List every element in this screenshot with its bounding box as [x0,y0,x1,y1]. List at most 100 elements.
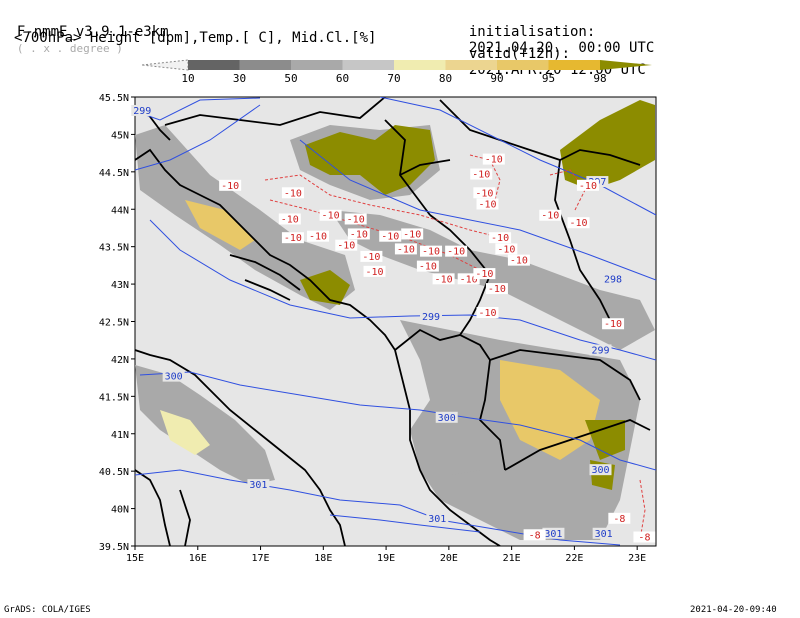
cloud-area [290,125,440,200]
temp-contour-value: -10 [365,267,383,278]
temp-contour-label: -10 [473,187,496,199]
height-contour-label: 299 [589,344,612,356]
cloud-area [590,460,615,490]
coastline-italy-heel [179,489,191,546]
colorbar-segment [497,60,549,70]
cloud-area [330,210,655,350]
temp-contour-label: -8 [633,531,656,544]
temp-contour-value: -10 [397,244,415,255]
height-contour [135,104,261,171]
temp-contour [264,174,511,241]
temp-contour-label: -10 [344,213,367,225]
label-background [507,254,530,266]
temp-contour-label: -10 [281,232,304,244]
coastline-layer [135,97,651,546]
temp-contour-value: -10 [221,181,239,192]
colorbar-tick-label: 70 [387,72,400,85]
temp-contour-label: -10 [360,250,383,263]
border-line [489,349,641,401]
coastline-istria [135,108,171,141]
height-contour [135,469,621,546]
cloud-area [135,125,355,310]
label-background [473,187,496,199]
height-contour-label: 299 [420,310,443,323]
label-background [589,464,612,476]
height-contour [299,139,656,281]
footer-timestamp: 2021-04-20-09:40 [690,605,777,615]
temp-contour [549,169,586,211]
temp-contour-value: -10 [381,232,399,243]
height-contour-layer [135,97,656,546]
height-contour-value: 301 [428,514,446,525]
height-contour-value: 300 [438,413,456,424]
height-contour-label: 301 [426,512,449,525]
y-tick-label: 40.5N [99,467,129,478]
y-tick-label: 43.5N [99,243,129,254]
label-background [589,344,612,356]
temp-contour-value: -10 [362,252,380,263]
temp-contour-label: -10 [281,187,304,199]
height-contour-label: 300 [589,464,612,476]
label-background [379,230,402,242]
label-background [432,273,455,285]
label-background [394,243,417,255]
temp-contour-value: -10 [485,155,503,166]
label-background [401,228,424,240]
x-tick-label: 23E [628,553,646,564]
temp-contour-value: -8 [529,530,541,541]
temp-contour-label: -10 [432,273,455,285]
temp-contour-layer [264,154,646,541]
y-tick-label: 45N [111,130,129,141]
height-contour-value: 300 [165,372,183,383]
label-background [307,230,330,242]
colorbar-segment [445,60,497,70]
y-tick-label: 41N [111,430,129,441]
temp-contour-value: -10 [478,308,496,319]
label-background [586,176,609,188]
temp-contour-value: -10 [322,211,340,222]
y-tick-label: 40N [111,505,129,516]
x-tick-label: 18E [314,553,332,564]
temp-contour [639,479,646,541]
x-tick-label: 17E [252,553,270,564]
height-contour [139,371,656,471]
label-background [482,153,505,165]
label-background [476,198,499,210]
label-background [363,265,386,277]
height-contour-value: 301 [595,529,613,540]
height-contour-label: 299 [131,104,154,117]
label-background [278,213,301,225]
label-background [247,479,270,491]
temp-contour-label: -10 [335,239,358,252]
temp-contour-label: -10 [347,228,370,240]
temp-contour-value: -10 [281,214,299,225]
temp-contour-label: -10 [576,179,599,192]
height-contour-label: 301 [592,527,615,540]
temp-contour-label: -10 [457,273,480,285]
label-background [335,239,358,251]
cloud-area [300,270,350,305]
label-background [344,213,367,225]
temp-contour-value: -10 [284,233,302,244]
label-background [420,310,443,322]
temp-contour-value: -10 [419,262,437,273]
height-contour-label: 297 [586,176,609,188]
border-line [439,99,641,166]
colorbar-segment [141,59,189,71]
label-background [219,179,242,191]
label-background [602,318,625,330]
init-time: initialisation: 2021.04.20. 00:00 UTC [452,8,654,56]
island [229,254,301,291]
border-line [429,214,492,336]
temp-contour-value: -10 [497,244,515,255]
label-background [416,260,439,272]
height-contour-label: 300 [162,370,185,383]
x-tick-label: 16E [189,553,207,564]
colorbar-tick-label: 50 [284,72,297,85]
temp-contour-label: -10 [507,254,530,267]
temp-contour-label: -10 [485,283,508,295]
temp-contour-value: -10 [570,218,588,229]
temp-contour-value: -10 [472,170,490,181]
border-line [504,419,651,471]
